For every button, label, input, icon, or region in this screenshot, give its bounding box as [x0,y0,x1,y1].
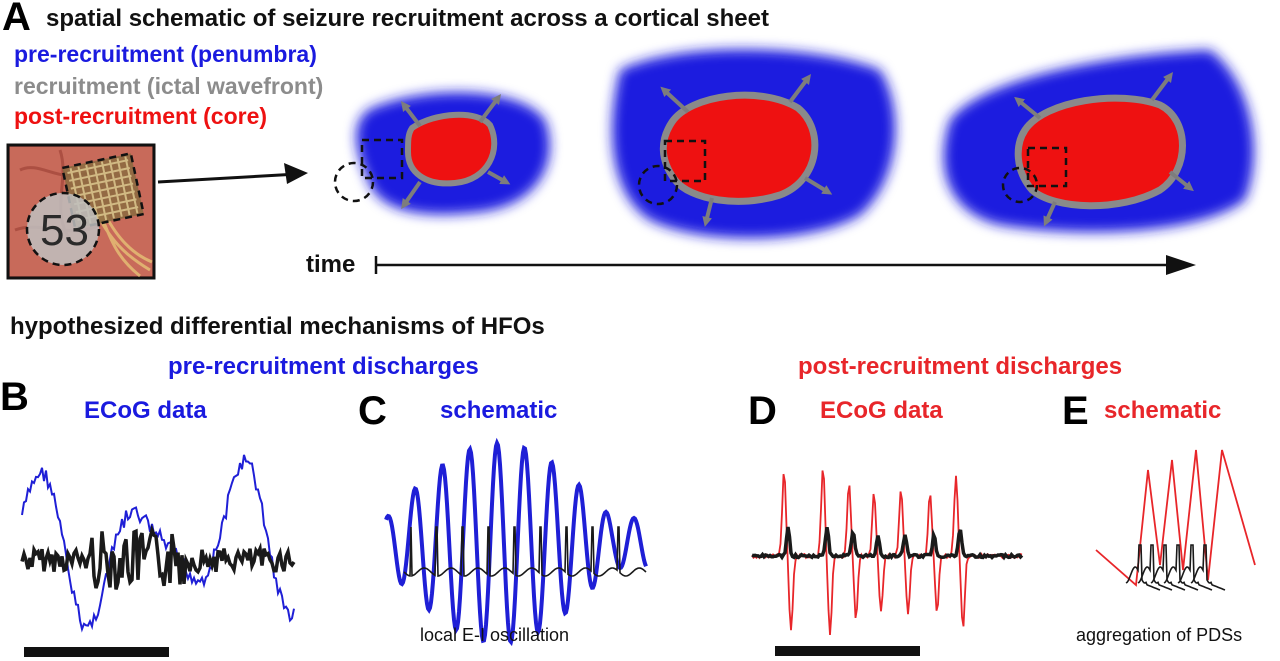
oscillation-envelope [384,437,648,647]
panel-label-b: B [0,375,29,419]
pds-trace [1150,544,1186,591]
legend-wavefront: recruitment (ictal wavefront) [14,73,323,99]
spike-train [403,526,647,577]
pds-trace [1190,544,1226,591]
panel-b-title: ECoG data [84,397,207,424]
scale-bar-d [775,646,920,656]
panel-label-a: A [2,0,31,39]
pds-trace [1137,544,1173,591]
pds-trace [1163,544,1199,591]
panel-e-caption: aggregation of PDSs [1076,625,1242,645]
time-axis-arrowhead [1166,255,1196,275]
panel-d-title: ECoG data [820,397,943,424]
recruitment-stage-3 [943,50,1254,233]
recruitment-stage-2 [612,49,896,239]
ecog-trace-black [20,524,296,590]
time-label: time [306,251,355,278]
pds-traces [1125,544,1226,591]
post-recruitment-header: post-recruitment discharges [798,353,1122,380]
panel-a-title: spatial schematic of seizure recruitment… [46,5,769,32]
ecog-trace-black-d [751,526,1024,561]
section-title: hypothesized differential mechanisms of … [10,313,545,340]
pds-trace [1125,544,1161,591]
legend-penumbra: pre-recruitment (penumbra) [14,41,317,67]
scale-bar-b [24,647,169,657]
recruitment-stage-1 [333,92,550,215]
panel-label-d: D [748,389,777,433]
pre-recruitment-header: pre-recruitment discharges [168,353,479,380]
panel-label-c: C [358,389,387,433]
legend-core: post-recruitment (core) [14,103,267,129]
cortex-photo: 53 [6,143,156,280]
panel-c-caption: local E-I oscillation [420,625,569,645]
panel-label-e: E [1062,389,1089,433]
panel-e-title: schematic [1104,397,1221,424]
pds-envelope [1095,449,1256,587]
panel-c-title: schematic [440,397,557,424]
pds-trace [1177,544,1213,591]
photo-label: 53 [40,206,89,255]
